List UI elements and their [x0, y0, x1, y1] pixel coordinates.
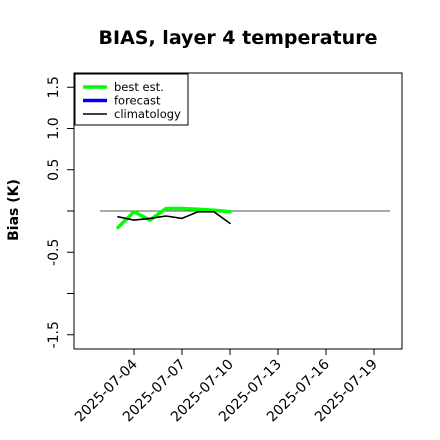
series-layer [116, 206, 232, 230]
y-tick-label: 1.0 [46, 117, 62, 139]
x-axis: 2025-07-042025-07-072025-07-102025-07-13… [72, 349, 381, 425]
legend-label: climatology [114, 107, 181, 121]
y-tick-label: 1.5 [46, 76, 62, 98]
y-axis-label: Bias (K) [6, 179, 22, 241]
series-line-best-est [116, 206, 232, 230]
y-tick-label: -0.5 [46, 239, 62, 266]
legend-box [74, 73, 189, 126]
chart-title: BIAS, layer 4 temperature [99, 27, 378, 49]
y-axis: -1.5 -0.5 0.5 1.0 1.5 [46, 76, 74, 348]
y-tick-label: 0.5 [46, 159, 62, 181]
legend-label: forecast [114, 94, 161, 108]
legend-label: best est. [114, 80, 164, 94]
y-tick-label: -1.5 [46, 321, 62, 348]
series-line-climatology [117, 211, 231, 225]
